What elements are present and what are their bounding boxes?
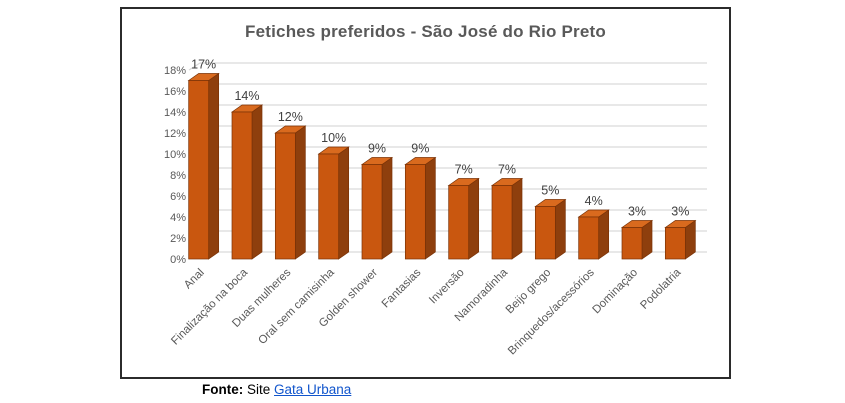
- bar: [578, 216, 600, 260]
- bar-side-face: [424, 156, 436, 260]
- y-axis-tick-label: 16%: [164, 86, 186, 98]
- bar-value-label: 17%: [191, 58, 216, 72]
- bar-value-label: 3%: [671, 205, 689, 219]
- bar-side-face: [208, 72, 220, 260]
- y-axis-tick-label: 10%: [164, 149, 186, 161]
- bar-value-label: 4%: [585, 194, 603, 208]
- bar: [404, 164, 426, 260]
- bar-side-face: [511, 177, 523, 260]
- bar-value-label: 5%: [541, 184, 559, 198]
- bar-side-face: [294, 125, 306, 260]
- bar-value-label: 3%: [628, 205, 646, 219]
- bar-value-label: 12%: [278, 110, 303, 124]
- source-link[interactable]: Gata Urbana: [274, 382, 352, 397]
- bar: [361, 164, 383, 260]
- bar: [231, 111, 253, 260]
- bar-value-label: 7%: [455, 163, 473, 177]
- x-axis-category-label: Finalização na boca: [169, 266, 250, 347]
- x-axis-category-label: Podolatria: [638, 266, 684, 312]
- x-axis-category-label: Fantasias: [380, 266, 424, 310]
- x-axis-category-label: Inversão: [427, 267, 467, 307]
- y-axis-tick-label: 18%: [164, 65, 186, 77]
- y-axis-tick-label: 4%: [170, 212, 186, 224]
- x-axis-category-label: Anal: [182, 267, 207, 292]
- y-axis-tick-label: 14%: [164, 107, 186, 119]
- x-axis-category-label: Dominação: [591, 267, 641, 317]
- bar-side-face: [468, 177, 480, 260]
- bar-value-label: 7%: [498, 163, 516, 177]
- bar: [274, 132, 296, 260]
- y-axis-tick-label: 6%: [170, 191, 186, 203]
- y-axis-tick-label: 0%: [170, 254, 186, 266]
- bar: [188, 80, 210, 260]
- bar: [534, 206, 556, 260]
- x-axis-category-label: Brinquedos/acessórios: [506, 266, 597, 357]
- bar-side-face: [598, 209, 610, 260]
- source-text: Site: [243, 382, 275, 397]
- source-label: Fonte:: [202, 382, 244, 397]
- y-axis-tick-label: 8%: [170, 170, 186, 182]
- bar-value-label: 14%: [234, 89, 259, 103]
- chart-title: Fetiches preferidos - São José do Rio Pr…: [245, 22, 606, 41]
- bar-value-label: 10%: [321, 131, 346, 145]
- source-note: Fonte: Site Gata Urbana: [202, 382, 351, 397]
- bar: [664, 227, 686, 260]
- x-axis-category-label: Oral sem camisinha: [256, 266, 337, 347]
- bar: [491, 185, 513, 260]
- bar-side-face: [338, 146, 350, 260]
- chart-frame: Fetiches preferidos - São José do Rio Pr…: [120, 7, 731, 379]
- bar-side-face: [554, 198, 566, 260]
- bar-side-face: [251, 104, 263, 260]
- bar-value-label: 9%: [411, 142, 429, 156]
- y-axis-tick-label: 12%: [164, 128, 186, 140]
- bar: [318, 153, 340, 260]
- y-axis-tick-label: 2%: [170, 233, 186, 245]
- bar-chart-plot-area: 0% 2% 4% 6% 8% 10% 12% 14% 16% 18% 17% Anal 14% Final…: [164, 58, 707, 357]
- gridline-depth-segment: [188, 62, 201, 71]
- bar: [621, 227, 643, 260]
- bar-side-face: [381, 156, 393, 260]
- bar-value-label: 9%: [368, 142, 386, 156]
- bar: [448, 185, 470, 260]
